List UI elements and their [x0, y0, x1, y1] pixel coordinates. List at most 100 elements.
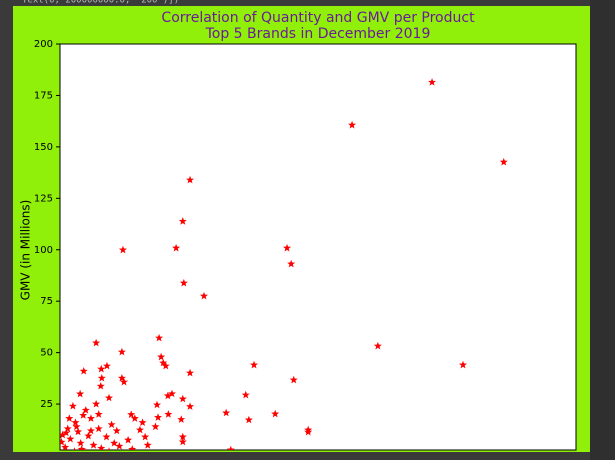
- point: [65, 414, 74, 422]
- y-tick-label: 200: [34, 39, 53, 50]
- point: [119, 377, 128, 386]
- point: [77, 445, 86, 450]
- point: [178, 437, 187, 446]
- point: [289, 375, 298, 384]
- point: [154, 413, 163, 421]
- point: [68, 401, 77, 410]
- point: [428, 78, 437, 86]
- point: [117, 347, 126, 356]
- point: [241, 390, 250, 399]
- point: [499, 157, 508, 166]
- point: [85, 448, 87, 450]
- point: [79, 366, 88, 375]
- point: [348, 120, 357, 129]
- point: [138, 418, 147, 426]
- point: [61, 443, 70, 450]
- point: [178, 432, 187, 441]
- point: [124, 435, 133, 444]
- point: [283, 243, 292, 252]
- point: [117, 373, 126, 382]
- point: [102, 361, 111, 370]
- point: [459, 360, 467, 369]
- point: [155, 333, 164, 342]
- point: [60, 437, 66, 446]
- plot-area: [59, 43, 577, 451]
- point: [60, 430, 67, 439]
- point: [222, 408, 231, 417]
- point: [151, 422, 160, 431]
- point: [179, 278, 188, 287]
- y-tick-label: 25: [40, 399, 53, 410]
- point: [186, 402, 195, 410]
- point: [271, 409, 280, 418]
- y-tick-label: 75: [40, 296, 53, 307]
- point: [72, 447, 77, 450]
- scatter-points: [60, 78, 508, 450]
- point: [159, 358, 168, 367]
- point: [92, 399, 101, 408]
- point: [84, 431, 93, 440]
- point: [79, 411, 88, 419]
- point: [161, 361, 170, 370]
- point: [287, 259, 296, 268]
- y-tick-label: 125: [34, 193, 53, 204]
- point: [86, 426, 95, 435]
- point: [102, 432, 111, 441]
- point: [97, 364, 106, 373]
- point: [107, 420, 116, 429]
- point: [164, 410, 173, 418]
- point: [71, 418, 80, 426]
- point: [76, 438, 85, 447]
- point: [74, 427, 83, 436]
- point: [226, 445, 235, 450]
- point: [304, 427, 313, 436]
- point: [76, 389, 85, 398]
- point: [107, 447, 111, 450]
- point: [199, 291, 208, 300]
- point: [89, 441, 98, 449]
- point: [63, 424, 72, 433]
- point: [62, 428, 71, 437]
- point: [63, 449, 65, 450]
- point: [127, 410, 136, 418]
- point: [94, 424, 103, 433]
- point: [97, 444, 106, 450]
- y-axis-label: GMV (in Millions): [19, 200, 33, 301]
- point: [66, 434, 75, 443]
- point: [177, 415, 186, 423]
- chart-title: Correlation of Quantity and GMV per Prod…: [161, 10, 475, 26]
- point: [186, 368, 195, 377]
- point: [135, 425, 144, 434]
- point: [72, 422, 81, 431]
- point: [153, 400, 161, 409]
- point: [163, 391, 172, 400]
- point: [244, 415, 253, 424]
- point: [86, 414, 95, 422]
- point: [92, 338, 101, 347]
- point: [141, 432, 150, 441]
- point: [172, 243, 181, 252]
- y-tick-label: 100: [34, 245, 53, 256]
- point: [178, 217, 187, 225]
- notebook-output: Text(0, 200000000.0, '200')]): [22, 0, 179, 6]
- point: [81, 406, 90, 414]
- scrollbar: [590, 0, 615, 460]
- point: [110, 438, 119, 447]
- point: [128, 445, 137, 450]
- point: [118, 245, 127, 254]
- y-tick-label: 150: [34, 142, 53, 153]
- point: [96, 381, 105, 390]
- chart-subtitle: Top 5 Brands in December 2019: [205, 26, 431, 42]
- point: [94, 410, 103, 418]
- point: [178, 394, 187, 403]
- point: [157, 352, 166, 361]
- y-tick-label: 50: [40, 348, 53, 359]
- point: [105, 393, 114, 402]
- y-tick-label: 175: [34, 90, 53, 101]
- point: [143, 441, 152, 449]
- point: [97, 373, 106, 382]
- point: [115, 442, 124, 450]
- point: [112, 426, 121, 435]
